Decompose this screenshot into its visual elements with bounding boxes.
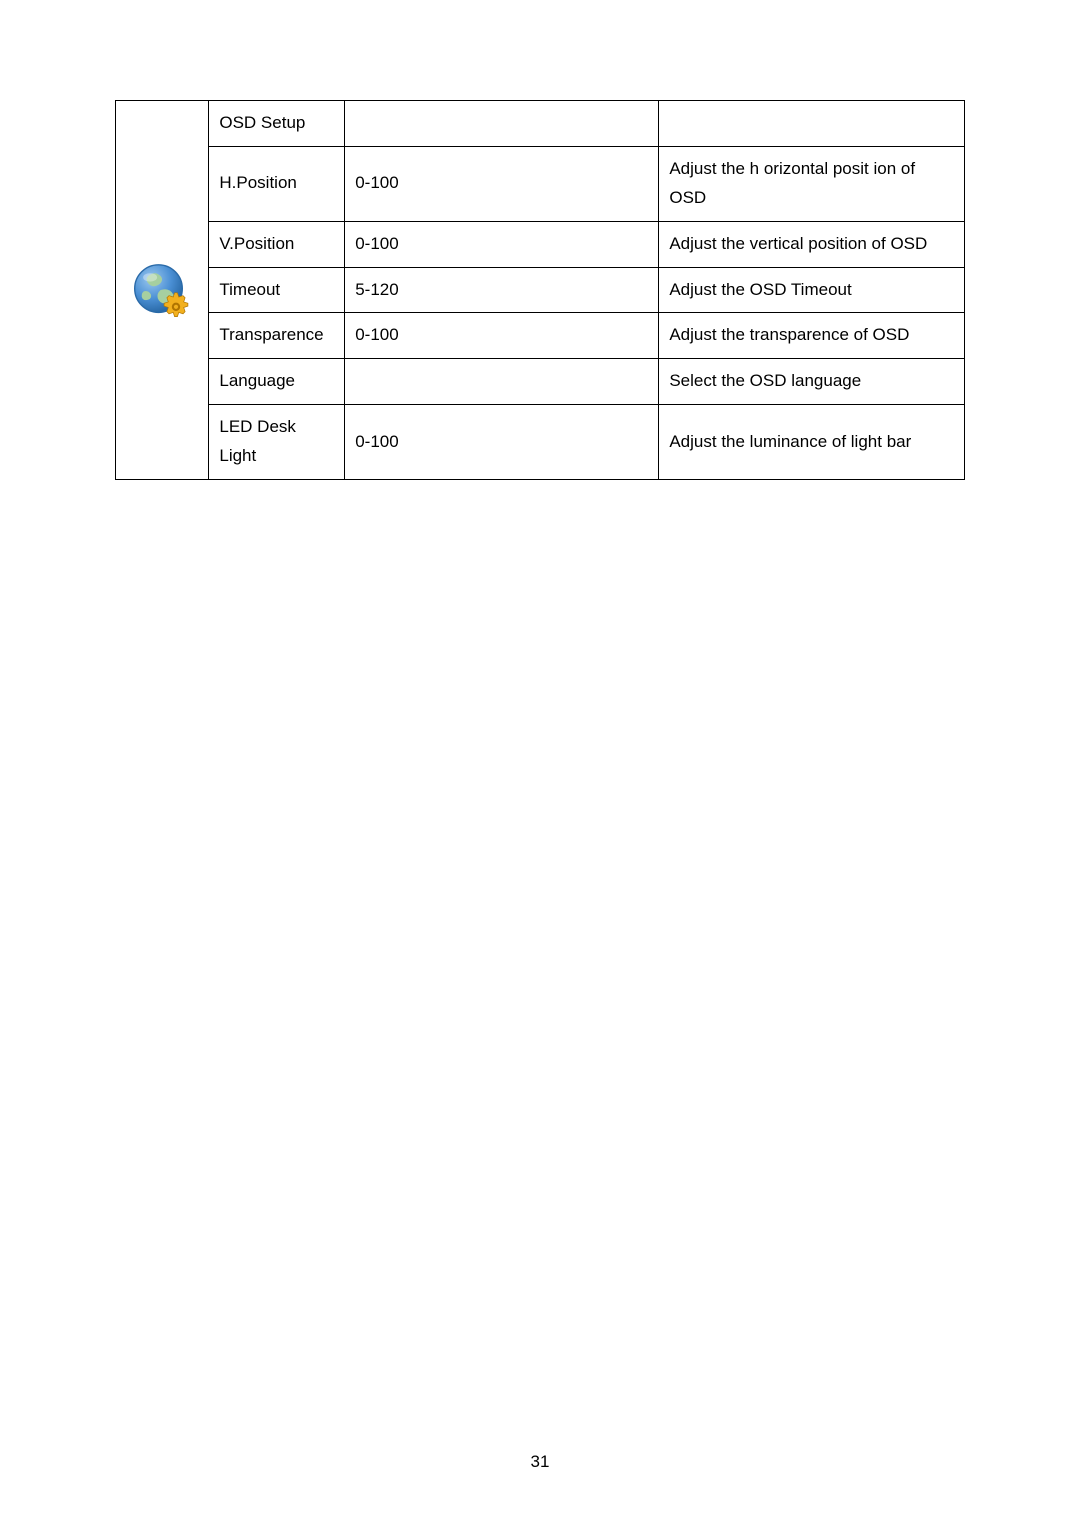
- table-row: Transparence 0-100 Adjust the transparen…: [116, 313, 965, 359]
- setting-range: 0-100: [345, 221, 659, 267]
- setting-range: 0-100: [345, 313, 659, 359]
- table-row: Timeout 5-120 Adjust the OSD Timeout: [116, 267, 965, 313]
- setting-range: 0-100: [345, 405, 659, 480]
- setting-label: Timeout: [209, 267, 345, 313]
- setting-description: Adjust the OSD Timeout: [659, 267, 965, 313]
- setting-label: OSD Setup: [209, 101, 345, 147]
- globe-gear-icon: [126, 255, 198, 325]
- setting-description: Select the OSD language: [659, 359, 965, 405]
- table-row: LED Desk Light 0-100 Adjust the luminanc…: [116, 405, 965, 480]
- setting-label: V.Position: [209, 221, 345, 267]
- setting-label: LED Desk Light: [209, 405, 345, 480]
- setting-description: Adjust the transparence of OSD: [659, 313, 965, 359]
- setting-range: [345, 101, 659, 147]
- setting-label: H.Position: [209, 146, 345, 221]
- osd-setup-table: OSD Setup H.Position 0-100 Adjust the h …: [115, 100, 965, 480]
- setting-description: Adjust the h orizontal posit ion of OSD: [659, 146, 965, 221]
- setting-description: Adjust the vertical position of OSD: [659, 221, 965, 267]
- setting-description: [659, 101, 965, 147]
- setting-range: [345, 359, 659, 405]
- category-icon-cell: [116, 101, 209, 480]
- table-row: V.Position 0-100 Adjust the vertical pos…: [116, 221, 965, 267]
- setting-label: Language: [209, 359, 345, 405]
- document-page: OSD Setup H.Position 0-100 Adjust the h …: [0, 0, 1080, 1527]
- page-number: 31: [0, 1452, 1080, 1472]
- setting-range: 5-120: [345, 267, 659, 313]
- setting-label: Transparence: [209, 313, 345, 359]
- setting-description: Adjust the luminance of light bar: [659, 405, 965, 480]
- table-row: OSD Setup: [116, 101, 965, 147]
- table-row: H.Position 0-100 Adjust the h orizontal …: [116, 146, 965, 221]
- table-row: Language Select the OSD language: [116, 359, 965, 405]
- setting-range: 0-100: [345, 146, 659, 221]
